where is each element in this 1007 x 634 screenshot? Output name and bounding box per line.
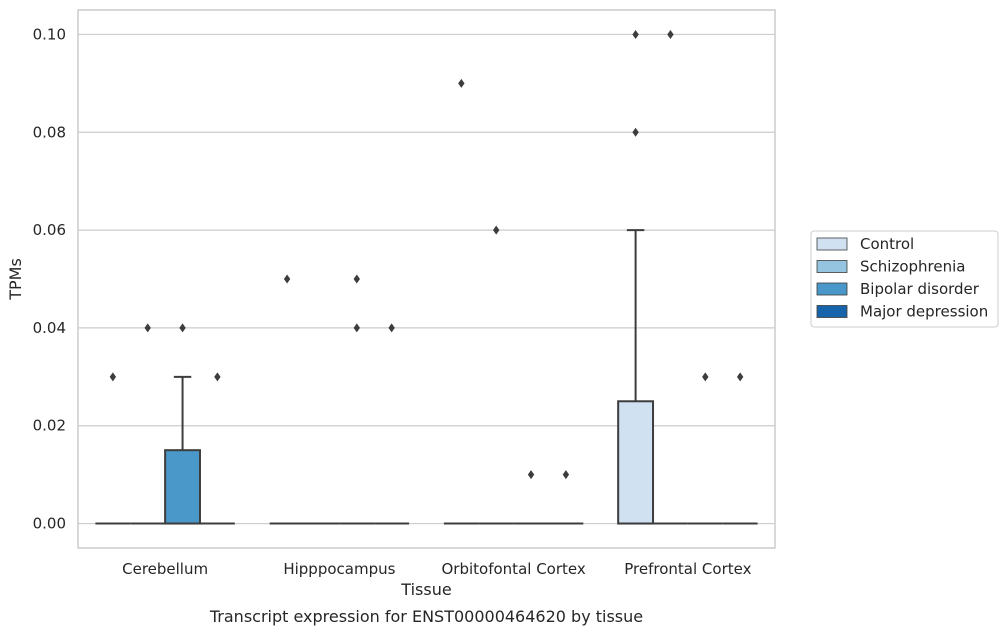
x-axis-label: Tissue bbox=[400, 580, 451, 599]
outlier-point bbox=[527, 470, 535, 480]
outlier-point bbox=[632, 29, 639, 39]
legend-swatch bbox=[816, 260, 848, 273]
legend-swatch bbox=[816, 305, 848, 318]
outlier-point bbox=[109, 372, 117, 382]
outlier-point bbox=[493, 225, 500, 235]
outlier-point bbox=[667, 29, 674, 39]
box bbox=[164, 449, 201, 525]
x-tick-labels: Cerebellum Hipppocampus Orbitofontal Corte… bbox=[122, 560, 751, 578]
legend-label: Control bbox=[860, 235, 914, 253]
outlier-point bbox=[388, 323, 395, 333]
y-tick-label: 0.08 bbox=[33, 123, 66, 141]
outlier-point bbox=[214, 372, 221, 382]
legend-swatch bbox=[816, 237, 848, 251]
outlier-point bbox=[283, 274, 291, 284]
y-tick-label: 0.02 bbox=[33, 417, 66, 435]
outlier-point bbox=[144, 323, 151, 333]
legend-label: Schizophrenia bbox=[860, 258, 965, 276]
y-tick-labels: 0.00 0.02 0.04 0.06 0.08 0.10 bbox=[33, 25, 66, 532]
legend-frame bbox=[810, 230, 999, 328]
boxes-layer bbox=[95, 29, 758, 525]
chart-caption: Transcript expression for ENST0000046462… bbox=[209, 607, 643, 626]
x-tick-label: Prefrontal Cortex bbox=[624, 560, 751, 578]
legend-label: Major depression bbox=[860, 303, 988, 321]
y-axis-label: TPMs bbox=[6, 258, 25, 301]
outlier-point bbox=[702, 372, 709, 382]
y-tick-label: 0.00 bbox=[33, 515, 66, 533]
y-tick-label: 0.10 bbox=[33, 25, 66, 43]
plot-frame bbox=[77, 9, 776, 549]
outlier-point bbox=[179, 323, 186, 333]
x-tick-label: Cerebellum bbox=[122, 560, 208, 578]
legend-swatch bbox=[816, 282, 848, 296]
y-tick-label: 0.06 bbox=[33, 221, 66, 239]
x-tick-label: Hipppocampus bbox=[283, 560, 395, 578]
outlier-point bbox=[353, 323, 360, 333]
y-tick-label: 0.04 bbox=[33, 319, 66, 337]
outlier-point bbox=[458, 78, 465, 88]
outlier-point bbox=[353, 274, 360, 284]
legend-label: Bipolar disorder bbox=[860, 280, 980, 298]
outlier-point bbox=[736, 372, 744, 382]
x-tick-label: Orbitofontal Cortex bbox=[442, 560, 586, 578]
legend: Control Schizophrenia Bipolar disorder Majo… bbox=[810, 230, 999, 328]
outlier-point bbox=[632, 127, 639, 137]
box bbox=[617, 400, 655, 525]
outlier-point bbox=[562, 470, 570, 480]
